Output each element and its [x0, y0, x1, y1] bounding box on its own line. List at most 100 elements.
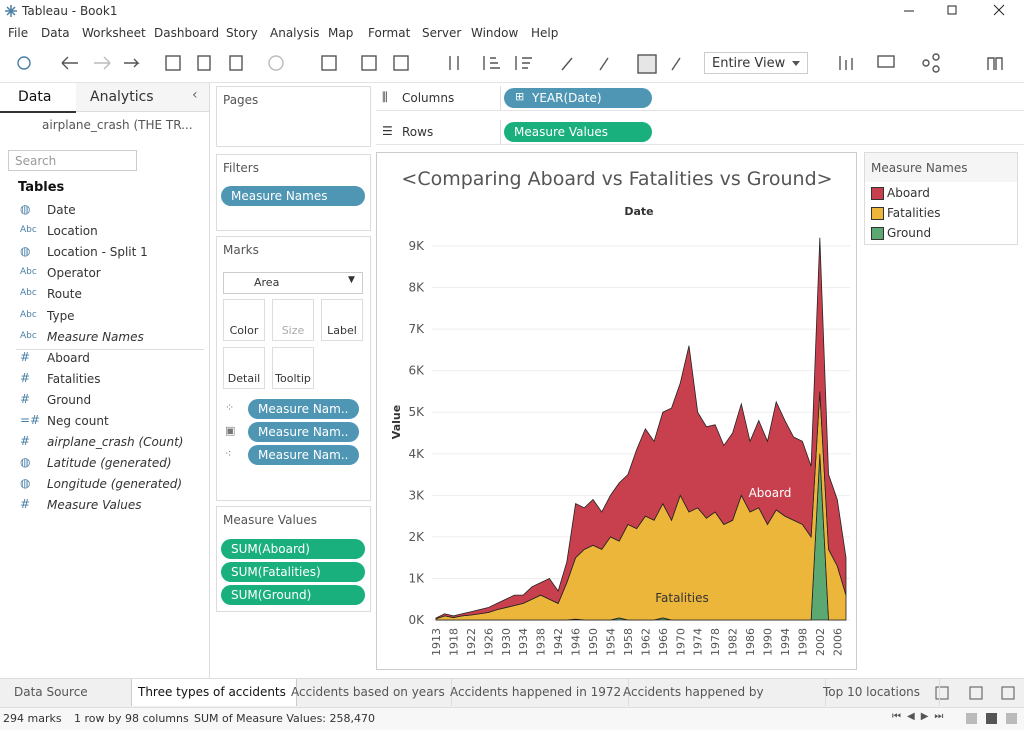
field-row[interactable]: # Aboard: [0, 349, 205, 369]
toolbar: Entire View: [0, 44, 1024, 83]
field-row[interactable]: # airplane_crash (Count): [0, 433, 205, 453]
mark-button[interactable]: Color: [223, 299, 265, 341]
collapse-icon[interactable]: ‹: [192, 87, 198, 103]
mark-pill[interactable]: Measure Nam..: [248, 399, 359, 419]
menu-item[interactable]: Dashboard: [154, 26, 220, 40]
field-type-icon: #: [20, 349, 31, 364]
annotation: Aboard: [749, 486, 792, 500]
field-type-icon: Abc: [20, 267, 37, 278]
columns-shelf: ⫼ Columns YEAR(Date) ⊞: [376, 86, 1024, 111]
field-name: Route: [47, 287, 82, 302]
field-name: Fatalities: [47, 371, 101, 386]
measure-pill[interactable]: SUM(Aboard): [221, 539, 365, 559]
columns-pill[interactable]: YEAR(Date): [504, 88, 652, 108]
menu-item[interactable]: Worksheet: [82, 26, 146, 40]
x-tick-label: 1954: [604, 628, 617, 656]
x-axis-title: Date: [624, 205, 653, 218]
menu-item[interactable]: Map: [328, 26, 354, 40]
window-controls[interactable]: [890, 0, 1024, 22]
field-row[interactable]: ◍ Location - Split 1: [0, 243, 205, 263]
field-row[interactable]: # Fatalities: [0, 370, 205, 390]
mark-type-dropdown[interactable]: Area ▼: [223, 272, 363, 294]
mark-button[interactable]: Tooltip: [272, 347, 314, 389]
x-tick-label: 1990: [761, 628, 774, 656]
sheet-tab[interactable]: Accidents happened by operators: [617, 679, 826, 706]
menu-item[interactable]: Format: [368, 26, 411, 40]
field-type-icon: #: [20, 497, 31, 512]
mark-pill[interactable]: Measure Nam..: [248, 445, 359, 465]
field-type-icon: #: [20, 370, 31, 385]
sheet-tab[interactable]: Data Source: [8, 679, 141, 706]
mark-pill-icon: ⁘: [225, 401, 235, 414]
mark-button-label: Label: [327, 324, 357, 337]
menu-item[interactable]: Server: [422, 26, 462, 40]
navigation-buttons[interactable]: ⏮◀▶⏭: [892, 711, 950, 722]
analytics-tab-label: Analytics: [90, 89, 154, 105]
legend-swatch: [871, 227, 884, 240]
menu-item[interactable]: Data: [41, 26, 70, 40]
mark-button-label: Detail: [227, 372, 261, 385]
field-name: Operator: [47, 266, 101, 281]
field-row[interactable]: # Measure Values: [0, 496, 205, 516]
y-tick-label: 5K: [408, 405, 425, 419]
y-tick-label: 4K: [408, 447, 425, 461]
analytics-tab[interactable]: Analytics ‹: [76, 83, 209, 112]
dropdown-arrow: [792, 61, 800, 66]
x-tick-label: 1958: [622, 628, 635, 656]
menu-item[interactable]: Analysis: [270, 26, 320, 40]
mark-button-label: Color: [229, 324, 259, 337]
field-type-icon: ◍: [20, 455, 31, 470]
x-tick-label: 1930: [500, 628, 513, 656]
field-row[interactable]: Abc Type: [0, 307, 205, 327]
y-tick-label: 8K: [408, 281, 425, 295]
field-row[interactable]: Abc Measure Names: [0, 328, 205, 348]
rows-pill[interactable]: Measure Values: [504, 122, 652, 142]
data-tab[interactable]: Data: [0, 83, 76, 113]
measure-pill[interactable]: SUM(Fatalities): [221, 562, 365, 582]
mark-button[interactable]: Detail: [223, 347, 265, 389]
search-box[interactable]: Search: [8, 150, 137, 171]
menu-item[interactable]: Window: [471, 26, 519, 40]
legend-label[interactable]: Fatalities: [887, 206, 941, 220]
legend-label[interactable]: Ground: [887, 226, 932, 240]
new-sheet-icons[interactable]: [934, 685, 1024, 701]
mark-button-label: Tooltip: [275, 372, 311, 385]
y-tick-label: 2K: [408, 530, 425, 544]
field-row[interactable]: ◍ Latitude (generated): [0, 454, 205, 474]
fit-dropdown-label: Entire View: [712, 56, 786, 71]
field-name: Location - Split 1: [47, 245, 148, 260]
mark-button[interactable]: Size: [272, 299, 314, 341]
status-layout: 1 row by 98 columns: [74, 712, 189, 725]
field-row[interactable]: ◍ Date: [0, 201, 205, 221]
legend-label[interactable]: Aboard: [887, 186, 930, 200]
menu-item[interactable]: Help: [531, 26, 559, 40]
field-row[interactable]: Abc Route: [0, 285, 205, 305]
field-row[interactable]: =# Neg count: [0, 412, 205, 432]
menu-item[interactable]: File: [8, 26, 29, 40]
field-row[interactable]: Abc Operator: [0, 264, 205, 284]
fit-dropdown[interactable]: Entire View: [704, 52, 808, 74]
field-row[interactable]: # Ground: [0, 391, 205, 411]
mark-button[interactable]: Label: [321, 299, 363, 341]
sheet-tab[interactable]: Accidents happened in 1972: [444, 679, 629, 706]
field-row[interactable]: ◍ Longitude (generated): [0, 475, 205, 495]
data-source[interactable]: airplane_crash (THE TR...: [42, 118, 193, 132]
filters-title: Filters: [223, 161, 259, 175]
sheet-tab[interactable]: Three types of accidents: [131, 679, 297, 706]
x-tick-label: 1962: [639, 628, 652, 656]
y-tick-label: 3K: [408, 488, 425, 502]
filter-pill[interactable]: Measure Names: [221, 186, 365, 206]
y-tick-label: 6K: [408, 364, 425, 378]
sheet-tab[interactable]: Accidents based on years: [285, 679, 452, 706]
field-row[interactable]: Abc Location: [0, 222, 205, 242]
x-tick-label: 1970: [674, 628, 687, 656]
sheet-tab[interactable]: Top 10 locations wh: [817, 679, 940, 706]
view-toggles[interactable]: [964, 712, 1020, 726]
field-name: Longitude (generated): [47, 477, 183, 492]
measure-pill[interactable]: SUM(Ground): [221, 585, 365, 605]
field-name: Type: [47, 308, 75, 323]
menu-item[interactable]: Story: [226, 26, 258, 40]
mark-pill[interactable]: Measure Nam..: [248, 422, 359, 442]
legend-header: Measure Names: [865, 153, 1017, 182]
field-name: Latitude (generated): [47, 456, 172, 471]
